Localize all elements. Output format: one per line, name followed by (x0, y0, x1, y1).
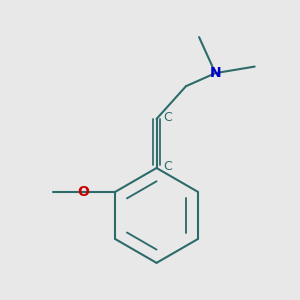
Text: O: O (77, 185, 89, 199)
Text: N: N (210, 66, 221, 80)
Text: C: C (164, 160, 172, 173)
Text: C: C (164, 111, 172, 124)
